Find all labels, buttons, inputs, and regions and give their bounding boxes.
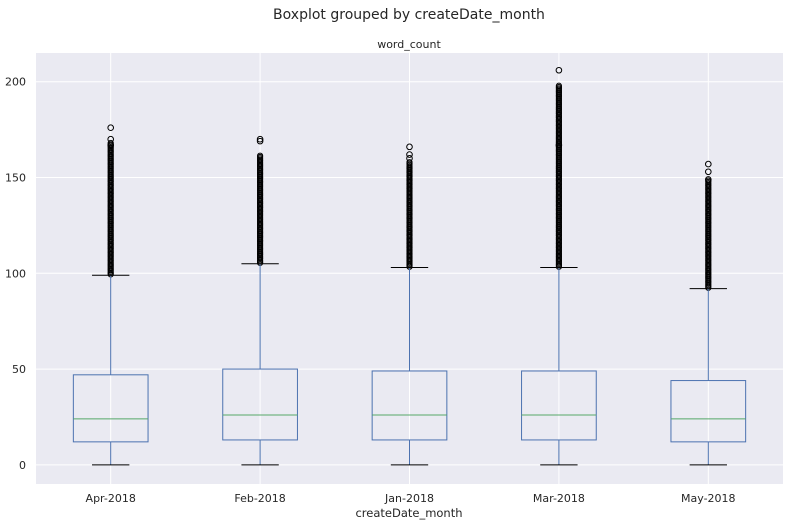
box-Jan-2018 xyxy=(371,143,448,466)
flier-group xyxy=(107,124,114,278)
y-axis-ticks: 0 50 100 150 200 xyxy=(5,76,26,472)
flier-point xyxy=(555,141,563,149)
chart-title: word_count xyxy=(377,38,441,51)
y-tick-label: 50 xyxy=(12,363,26,376)
flier-point xyxy=(705,168,712,176)
flier-point xyxy=(107,141,114,149)
flier-point xyxy=(256,135,264,143)
flier-point xyxy=(705,176,712,183)
flier-point xyxy=(705,160,712,168)
x-tick-label: Apr-2018 xyxy=(86,492,136,505)
flier-point xyxy=(406,151,413,158)
flier-point xyxy=(406,159,413,166)
y-tick-label: 100 xyxy=(5,267,26,280)
x-tick-label: Mar-2018 xyxy=(533,492,585,505)
box-rect xyxy=(670,380,747,443)
flier-group xyxy=(406,143,413,270)
flier-point xyxy=(256,137,264,145)
flier-point xyxy=(555,66,563,74)
box-rect xyxy=(521,370,597,441)
box-Mar-2018 xyxy=(521,66,597,466)
flier-group xyxy=(705,160,712,291)
y-tick-label: 200 xyxy=(5,76,26,89)
flier-point xyxy=(555,82,563,89)
x-tick-label: Jan-2018 xyxy=(384,492,434,505)
x-axis-ticks: Apr-2018 Feb-2018 Jan-2018 Mar-2018 May-2018 xyxy=(86,492,736,505)
chart-suptitle: Boxplot grouped by createDate_month xyxy=(273,7,545,23)
flier-group xyxy=(555,66,563,270)
y-tick-label: 0 xyxy=(19,459,26,472)
y-tick-label: 150 xyxy=(5,172,26,185)
x-tick-label: May-2018 xyxy=(681,492,736,505)
box-rect xyxy=(72,374,149,443)
flier-point xyxy=(406,143,413,151)
flier-point xyxy=(257,152,264,159)
box-Feb-2018 xyxy=(222,135,298,466)
x-axis-label: createDate_month xyxy=(355,506,462,520)
x-tick-label: Feb-2018 xyxy=(234,492,285,505)
box-Apr-2018 xyxy=(72,124,149,466)
box-rect xyxy=(371,370,448,441)
flier-group xyxy=(256,135,264,267)
box-rect xyxy=(222,368,298,441)
flier-point xyxy=(107,124,114,132)
flier-point xyxy=(406,155,413,162)
box-series xyxy=(72,66,747,466)
box-May-2018 xyxy=(670,160,747,466)
